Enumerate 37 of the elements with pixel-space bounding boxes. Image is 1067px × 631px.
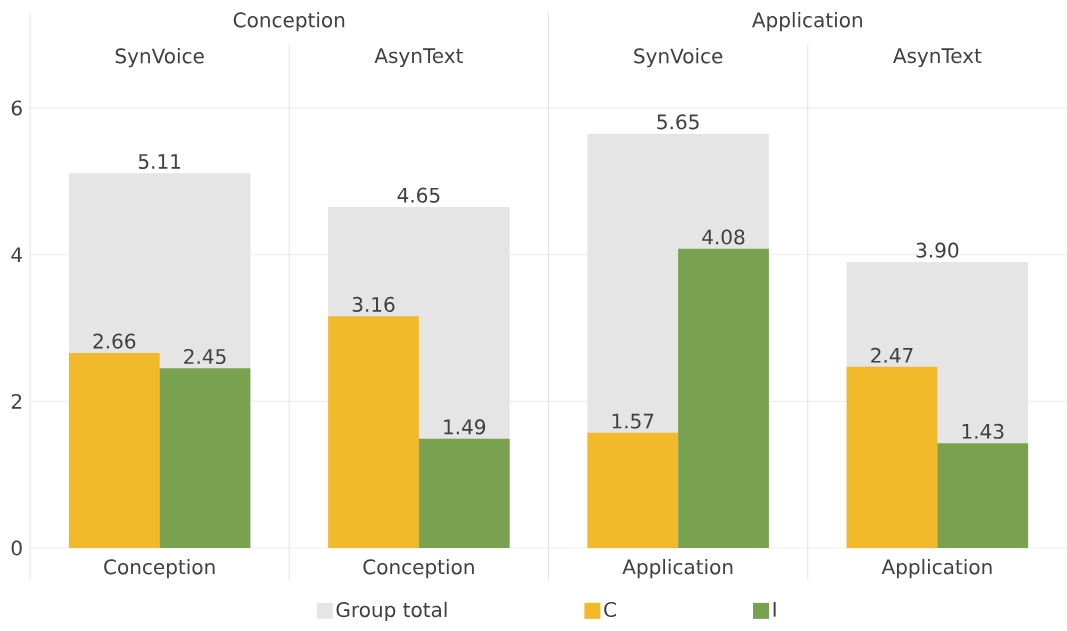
data-label: 5.11	[138, 154, 181, 170]
y-tick-label: 0	[11, 540, 22, 556]
data-label: 4.08	[702, 229, 745, 245]
data-label: 3.16	[352, 296, 395, 313]
data-label: 1.49	[444, 419, 486, 435]
data-label: 2.47	[871, 347, 913, 363]
y-tick-label: 2	[11, 393, 22, 409]
x-tick-label: Conception	[363, 558, 474, 579]
bar	[937, 443, 1029, 548]
annotation: AsynText	[374, 48, 463, 68]
y-tick-label: 6	[11, 100, 22, 116]
bar	[678, 248, 769, 548]
bar	[328, 316, 419, 548]
data-label: 5.65	[657, 114, 699, 130]
x-tick-label: Conception	[104, 558, 215, 579]
data-label: 4.65	[397, 187, 440, 203]
data-label: 1.57	[612, 413, 654, 429]
bar	[68, 352, 160, 548]
x-tick-label: Application	[881, 558, 992, 579]
annotation: Conception	[233, 12, 345, 32]
data-label: 1.43	[962, 423, 1004, 439]
bar	[587, 432, 679, 548]
legend-label: I	[773, 602, 776, 617]
annotation: AsynText	[892, 48, 982, 68]
bar	[159, 368, 251, 548]
annotation: SynVoice	[115, 48, 204, 68]
annotation: SynVoice	[634, 48, 723, 68]
bar	[846, 366, 938, 548]
data-label: 2.45	[184, 348, 226, 365]
data-label: 2.66	[93, 333, 136, 349]
legend-label: C	[604, 601, 616, 618]
annotation: Application	[752, 12, 862, 32]
data-label: 3.90	[916, 242, 959, 258]
legend-label: Group total	[336, 601, 447, 622]
y-tick-label: 4	[11, 247, 22, 262]
bar	[418, 438, 510, 548]
x-tick-label: Application	[622, 558, 733, 579]
